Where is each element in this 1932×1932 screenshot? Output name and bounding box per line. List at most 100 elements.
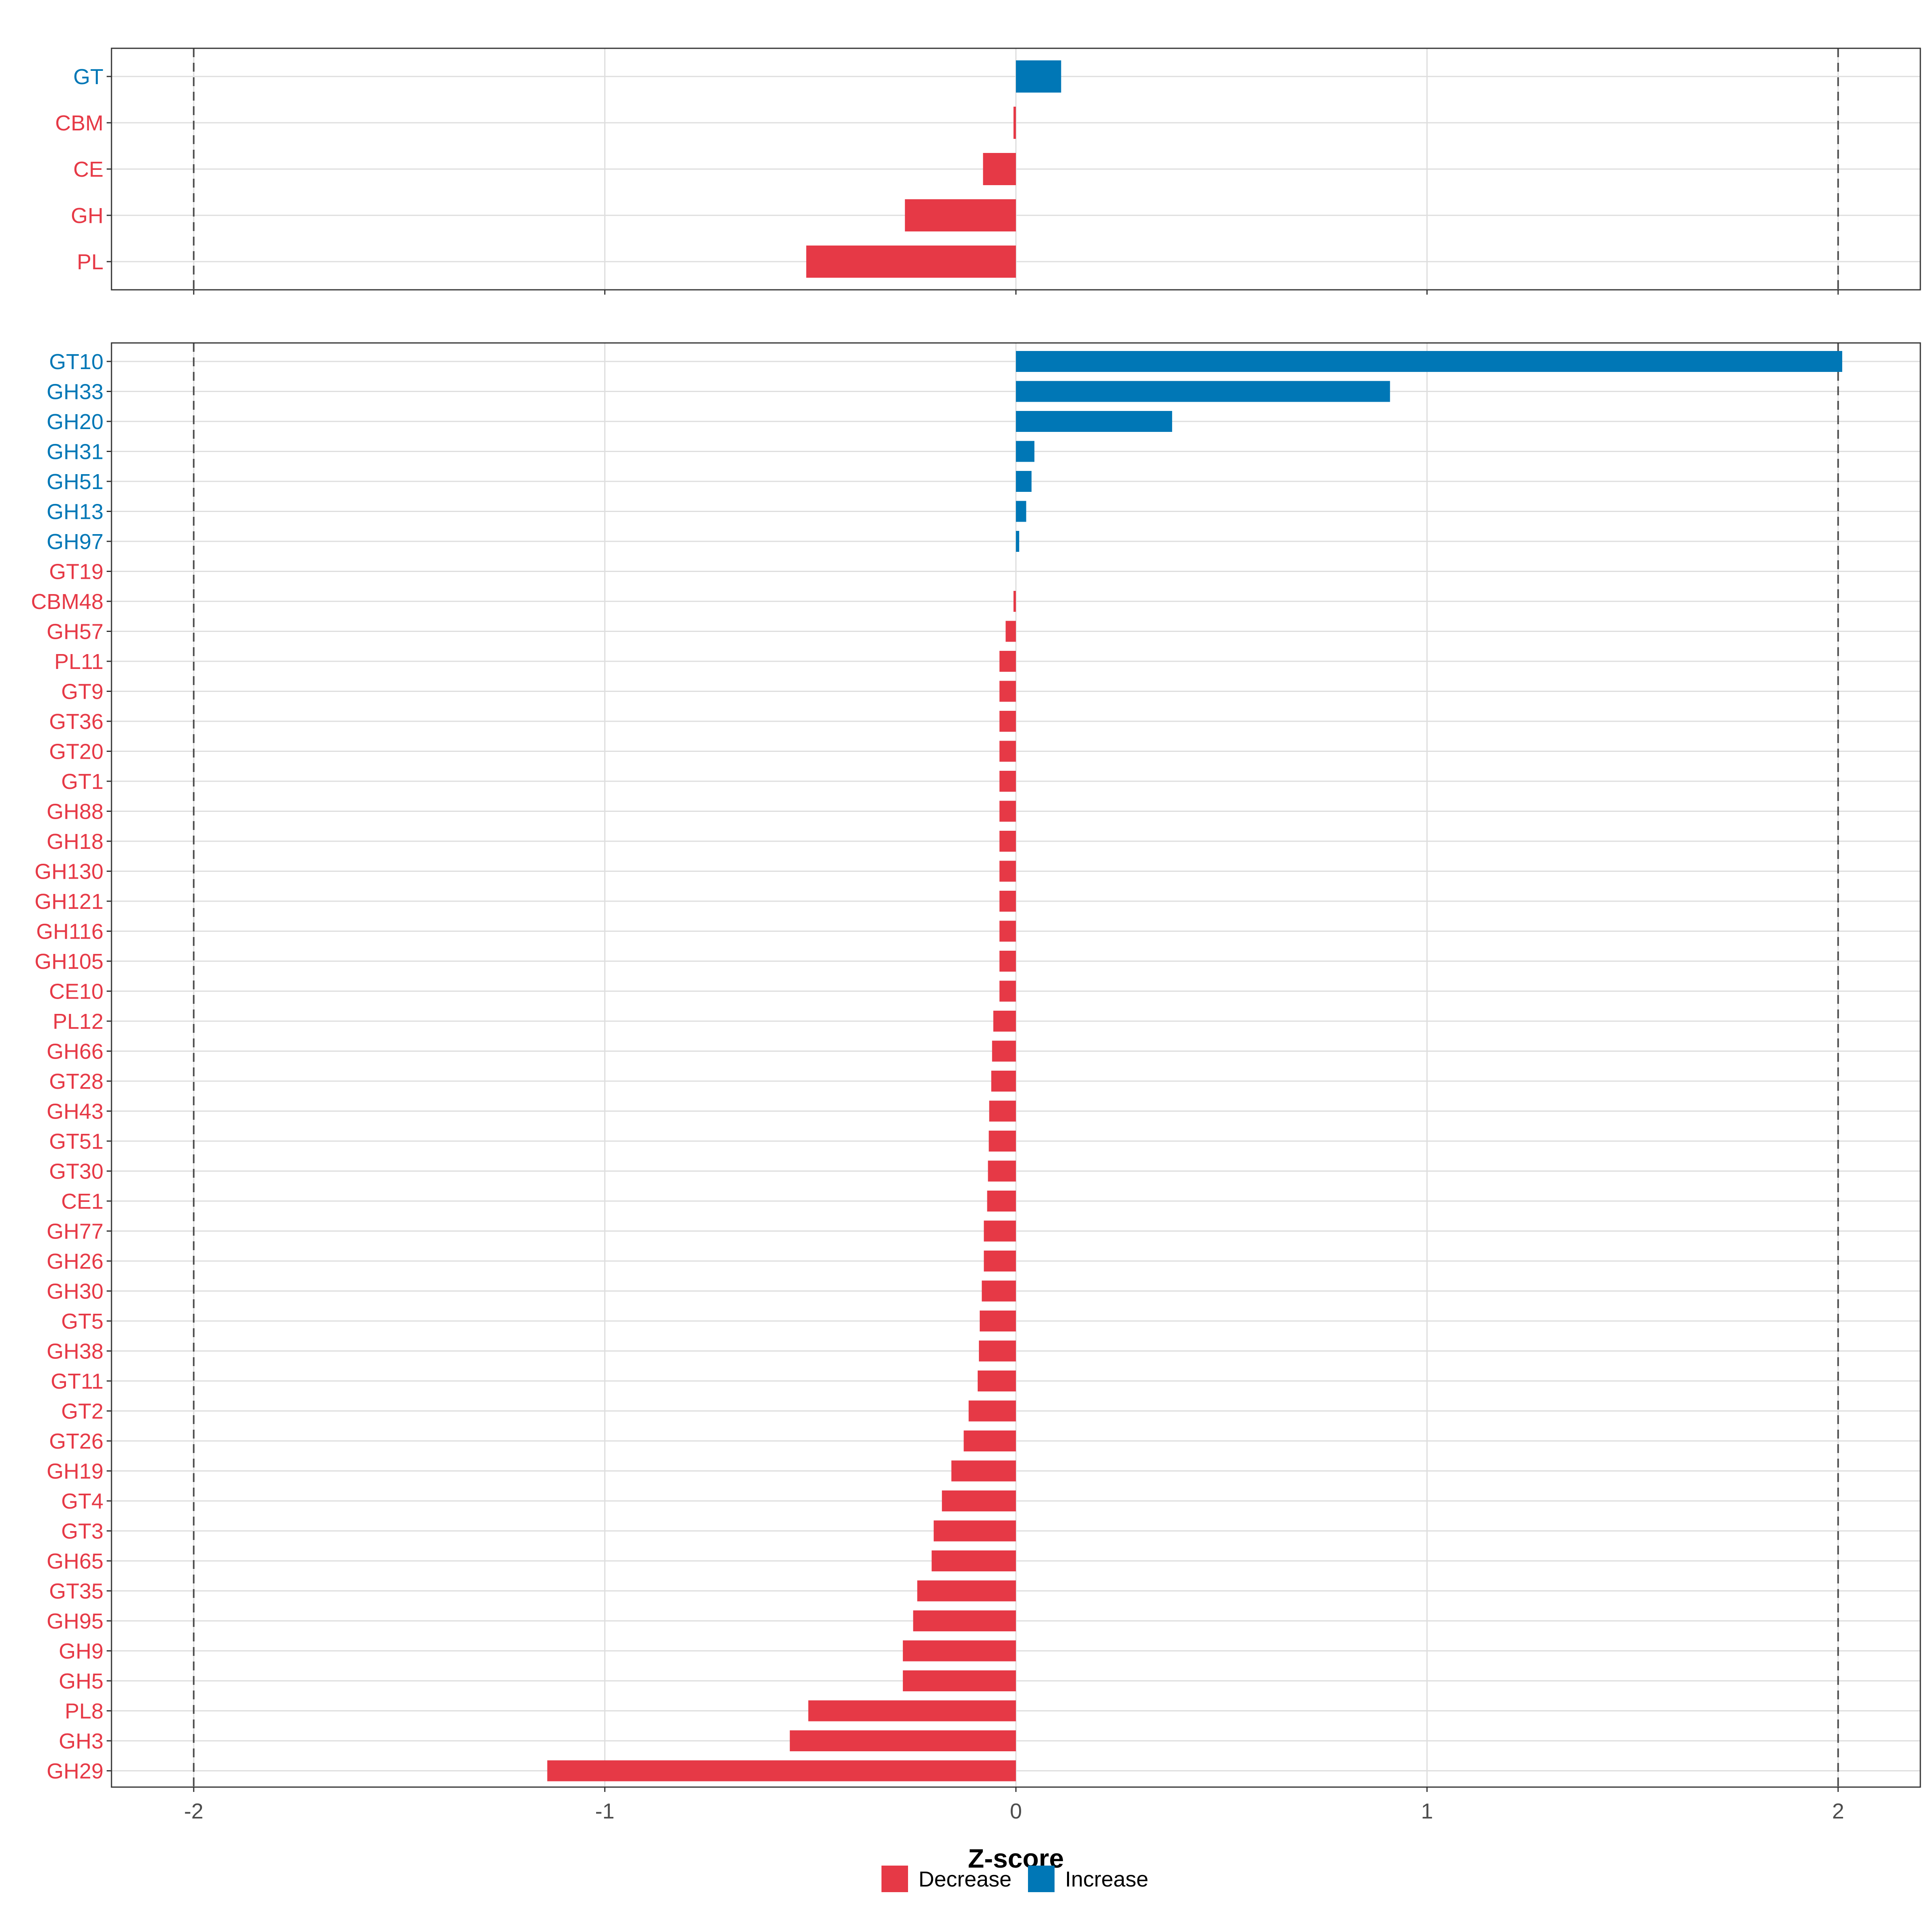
category-label-gh9: GH9 — [59, 1639, 103, 1664]
category-label-gh19: GH19 — [47, 1459, 103, 1484]
bar-gh66 — [992, 1040, 1016, 1062]
category-label-gh57: GH57 — [47, 620, 103, 644]
x-tick-label: -2 — [184, 1799, 203, 1823]
category-label-cbm48: CBM48 — [31, 590, 103, 614]
bar-gh43 — [989, 1100, 1016, 1122]
bar-gh5 — [903, 1670, 1016, 1691]
bar-gh88 — [999, 801, 1016, 822]
legend-key-increase — [1028, 1866, 1055, 1892]
bar-gt3 — [933, 1520, 1016, 1542]
category-label-gh95: GH95 — [47, 1609, 103, 1633]
category-label-gh97: GH97 — [47, 530, 103, 554]
bar-gh105 — [999, 951, 1016, 972]
category-label-ce: CE — [73, 157, 103, 182]
category-label-gh: GH — [71, 204, 103, 228]
bar-gh29 — [547, 1760, 1016, 1781]
category-label-gh13: GH13 — [47, 500, 103, 524]
bar-gt51 — [989, 1131, 1016, 1152]
bar-gt9 — [999, 681, 1016, 702]
category-label-gt4: GT4 — [61, 1489, 103, 1513]
bar-gh57 — [1005, 621, 1016, 642]
bar-pl — [806, 246, 1016, 278]
category-label-pl11: PL11 — [54, 650, 103, 674]
category-label-gt36: GT36 — [49, 710, 103, 734]
category-label-gt30: GT30 — [49, 1160, 103, 1184]
category-label-ce1: CE1 — [61, 1189, 103, 1214]
bar-gt — [1016, 60, 1061, 93]
bar-ce1 — [987, 1191, 1016, 1212]
category-label-gh33: GH33 — [47, 380, 103, 404]
x-tick-label: 0 — [1010, 1799, 1022, 1823]
bar-gt1 — [999, 771, 1016, 792]
category-label-gt26: GT26 — [49, 1429, 103, 1453]
category-label-gt10: GT10 — [49, 350, 103, 374]
bar-gh30 — [982, 1280, 1016, 1302]
bar-gt11 — [978, 1371, 1016, 1391]
bar-gh — [905, 199, 1016, 231]
category-label-gh77: GH77 — [47, 1220, 103, 1244]
bar-gt26 — [964, 1430, 1016, 1451]
bar-pl8 — [808, 1700, 1016, 1721]
bar-gt20 — [999, 741, 1016, 762]
category-label-gh88: GH88 — [47, 800, 103, 824]
category-label-gh105: GH105 — [35, 949, 103, 974]
bar-gt30 — [988, 1160, 1016, 1182]
category-label-gt1: GT1 — [61, 770, 103, 794]
category-label-gh51: GH51 — [47, 470, 103, 494]
category-label-cbm: CBM — [55, 111, 103, 135]
category-label-gh121: GH121 — [35, 890, 103, 914]
category-label-pl: PL — [77, 250, 103, 274]
category-label-pl12: PL12 — [53, 1009, 103, 1034]
category-label-gh5: GH5 — [59, 1669, 103, 1693]
legend-label-decrease: Decrease — [919, 1867, 1011, 1891]
bar-gh77 — [984, 1220, 1016, 1242]
bar-gh130 — [999, 861, 1016, 882]
category-label-gh3: GH3 — [59, 1729, 103, 1753]
category-label-gt11: GT11 — [51, 1369, 103, 1393]
bar-gh121 — [999, 891, 1016, 912]
bar-gt2 — [968, 1400, 1016, 1422]
category-label-gt5: GT5 — [61, 1309, 103, 1333]
x-tick-label: -1 — [595, 1799, 615, 1823]
bar-gt4 — [942, 1490, 1016, 1511]
bar-gh9 — [903, 1640, 1016, 1662]
panel-1: GT CBM CE GH PL — [55, 47, 1921, 295]
category-label-gh38: GH38 — [47, 1340, 103, 1364]
bar-gh19 — [951, 1460, 1016, 1482]
x-tick-label: 1 — [1421, 1799, 1433, 1823]
bar-gt35 — [917, 1580, 1016, 1602]
category-label-gt35: GT35 — [49, 1579, 103, 1604]
panel-2: GT10GH33GH20GH31GH51GH13GH97GT19CBM48GH5… — [31, 342, 1921, 1873]
category-label-gt28: GT28 — [49, 1069, 103, 1094]
bar-gh38 — [979, 1340, 1016, 1362]
category-label-gh43: GH43 — [47, 1100, 103, 1124]
category-label-gt20: GT20 — [49, 740, 103, 764]
category-label-gh66: GH66 — [47, 1040, 103, 1064]
bar-gh31 — [1016, 441, 1034, 462]
category-label-gt3: GT3 — [61, 1519, 103, 1544]
bar-gt36 — [999, 711, 1016, 732]
category-label-gt51: GT51 — [49, 1129, 103, 1154]
category-label-gh26: GH26 — [47, 1249, 103, 1274]
category-label-gt: GT — [73, 65, 103, 89]
category-label-gh18: GH18 — [47, 830, 103, 854]
bar-gh20 — [1016, 411, 1172, 432]
legend: Decrease Increase — [881, 1866, 1148, 1892]
bar-gh18 — [999, 831, 1016, 852]
bar-cbm — [1013, 107, 1016, 139]
bar-gt5 — [980, 1311, 1016, 1331]
category-label-ce10: CE10 — [49, 980, 103, 1004]
category-label-gh29: GH29 — [47, 1759, 103, 1783]
category-label-gh20: GH20 — [47, 410, 103, 434]
bar-ce — [983, 153, 1016, 185]
bar-gh116 — [999, 921, 1016, 942]
bar-gh26 — [984, 1251, 1016, 1271]
bar-gh65 — [931, 1550, 1016, 1571]
bar-gt28 — [991, 1071, 1016, 1092]
bar-gh97 — [1016, 531, 1020, 552]
bar-gh13 — [1016, 501, 1026, 522]
bar-gh3 — [790, 1730, 1016, 1751]
bar-gt10 — [1016, 351, 1842, 372]
